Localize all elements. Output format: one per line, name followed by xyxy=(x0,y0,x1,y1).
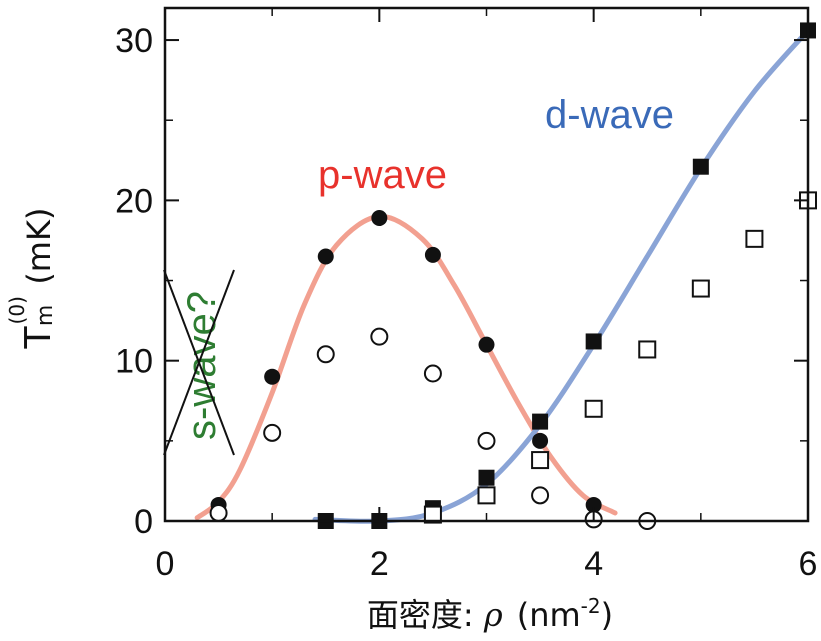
open-circle-point-4 xyxy=(423,364,442,383)
p-wave-curve xyxy=(194,213,618,521)
filled-circle-point-2 xyxy=(317,248,334,265)
axis-ticks xyxy=(164,8,809,522)
open-square-point-1 xyxy=(477,486,496,505)
open-circle-point-5 xyxy=(477,431,496,450)
y-tick-label-0: 0 xyxy=(134,503,153,541)
open-circle-point-6 xyxy=(531,486,550,505)
x-tick-label-0: 0 xyxy=(156,545,175,583)
open-circle-point-2 xyxy=(316,345,335,364)
s-wave-annotation: s-wave? xyxy=(163,269,235,456)
open-square-point-0 xyxy=(423,505,442,524)
d-wave-curve xyxy=(312,27,811,524)
y-axis-label-unit: (mK) xyxy=(20,208,58,285)
open-square-point-2 xyxy=(531,451,550,470)
filled-square-point-6 xyxy=(692,158,709,175)
x-tick-label-6: 6 xyxy=(799,545,818,583)
fit-curves xyxy=(194,27,811,524)
filled-square-point-5 xyxy=(585,333,602,350)
open-square-point-6 xyxy=(745,229,764,248)
filled-circle-point-1 xyxy=(264,368,281,385)
open-square-point-5 xyxy=(691,279,710,298)
open-circle-point-3 xyxy=(370,327,389,346)
x-axis-label-unit-open: (nm xyxy=(517,596,581,634)
data-markers xyxy=(209,22,817,530)
p-wave-label: p-wave xyxy=(318,153,447,197)
x-axis-label: 面密度: ρ (nm-2) xyxy=(367,594,613,634)
filled-circle-point-6 xyxy=(532,432,549,449)
filled-square-point-4 xyxy=(532,413,549,430)
filled-circle-point-7 xyxy=(585,496,602,513)
y-tick-label-10: 10 xyxy=(115,343,153,381)
x-axis-label-symbol: ρ xyxy=(483,596,503,634)
open-square-point-4 xyxy=(638,340,657,359)
filled-circle-point-4 xyxy=(424,246,441,263)
x-axis-label-unit-sup: -2 xyxy=(581,594,601,618)
open-square-point-3 xyxy=(584,399,603,418)
filled-circle-point-5 xyxy=(478,336,495,353)
y-axis-label-base: T xyxy=(18,325,59,349)
y-tick-label-20: 20 xyxy=(115,182,153,220)
y-tick-label-30: 30 xyxy=(115,22,153,60)
x-tick-label-2: 2 xyxy=(370,545,389,583)
y-axis-label: T(0) m (mK) xyxy=(5,208,59,350)
d-wave-label: d-wave xyxy=(545,93,674,137)
y-axis-label-sub: m xyxy=(33,305,58,326)
y-axis-label-sup: (0) xyxy=(5,296,29,324)
s-wave-cross-line-2 xyxy=(163,269,235,456)
x-axis-label-unit-close: ) xyxy=(601,596,613,634)
filled-circle-point-3 xyxy=(371,210,388,227)
x-tick-label-4: 4 xyxy=(584,545,603,583)
filled-square-point-3 xyxy=(478,469,495,486)
svg-text:T(0)m(mK): T(0) m (mK) xyxy=(5,208,59,350)
open-circle-point-1 xyxy=(263,423,282,442)
x-axis-label-prefix: 面密度: xyxy=(367,596,484,634)
open-circle-point-0 xyxy=(209,503,228,522)
